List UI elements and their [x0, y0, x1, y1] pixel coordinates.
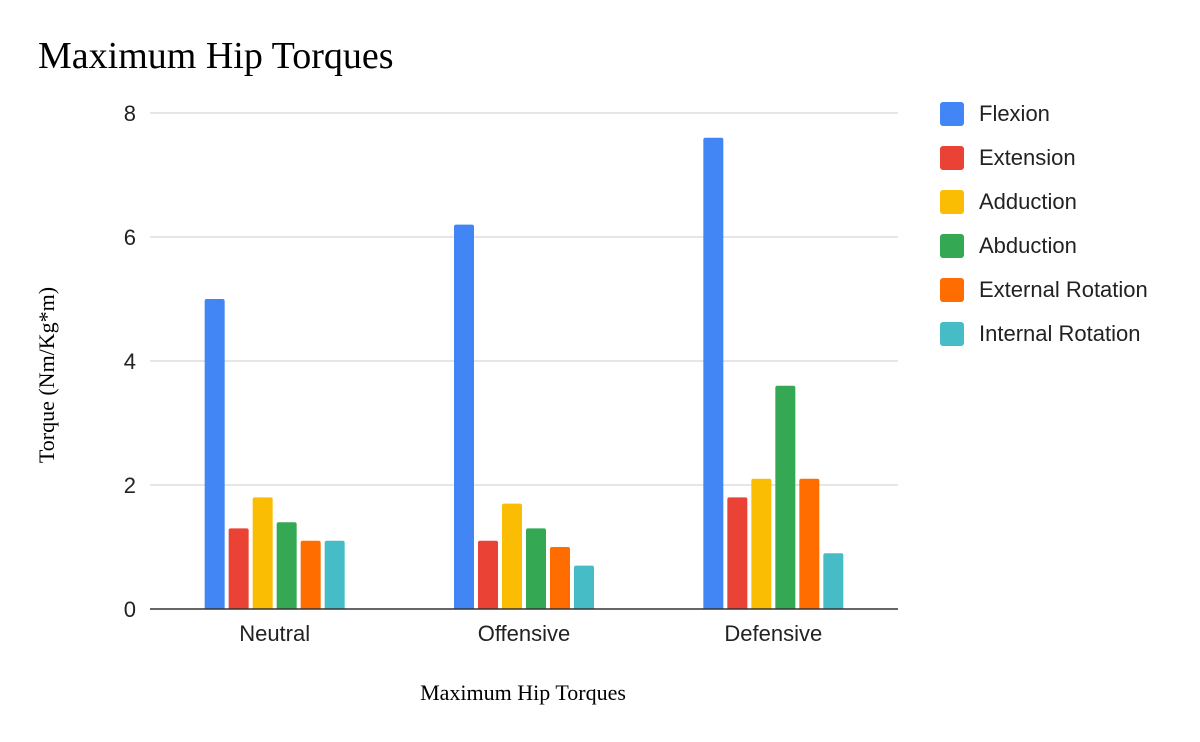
- legend-swatch: [940, 146, 964, 170]
- legend-label: Extension: [979, 145, 1076, 170]
- legend-item: Adduction: [940, 188, 1077, 216]
- bar: [252, 497, 273, 609]
- y-tick-label: 4: [124, 349, 136, 374]
- x-axis-title: Maximum Hip Torques: [420, 680, 626, 705]
- legend-item: Extension: [940, 144, 1076, 172]
- y-tick-label: 0: [124, 597, 136, 622]
- bar: [228, 528, 249, 609]
- y-axis-title: Torque (Nm/Kg*m): [34, 286, 59, 464]
- legend-swatch: [940, 190, 964, 214]
- bar: [454, 224, 474, 609]
- bar: [276, 522, 297, 609]
- bar: [502, 503, 522, 609]
- legend-swatch: [940, 102, 964, 126]
- legend-label: Internal Rotation: [979, 321, 1141, 346]
- bar: [823, 553, 844, 609]
- chart-title: Maximum Hip Torques: [38, 35, 394, 77]
- legend-item: Internal Rotation: [940, 320, 1140, 348]
- bar: [478, 540, 498, 609]
- bar: [300, 540, 321, 609]
- legend-label: Adduction: [979, 189, 1077, 214]
- bar: [703, 137, 724, 610]
- bar: [526, 528, 546, 609]
- bar: [324, 540, 345, 609]
- y-tick-label: 2: [124, 473, 136, 498]
- x-tick-label: Offensive: [478, 621, 571, 646]
- x-tick-label: Neutral: [239, 621, 310, 646]
- legend-label: Abduction: [979, 233, 1077, 258]
- bar: [751, 478, 772, 609]
- legend-swatch: [940, 278, 964, 302]
- y-tick-label: 6: [124, 225, 136, 250]
- legend-swatch: [940, 322, 964, 346]
- bar: [775, 385, 796, 609]
- y-tick-label: 8: [124, 101, 136, 126]
- x-tick-label: Defensive: [724, 621, 822, 646]
- bar: [799, 478, 820, 609]
- legend-item: Flexion: [940, 100, 1050, 128]
- legend-label: External Rotation: [979, 277, 1148, 302]
- legend-item: Abduction: [940, 232, 1077, 260]
- legend-swatch: [940, 234, 964, 258]
- legend-item: External Rotation: [940, 276, 1148, 304]
- legend-label: Flexion: [979, 101, 1050, 126]
- bar: [204, 299, 225, 609]
- bar: [574, 565, 594, 609]
- bar: [550, 547, 570, 609]
- bar: [727, 497, 748, 609]
